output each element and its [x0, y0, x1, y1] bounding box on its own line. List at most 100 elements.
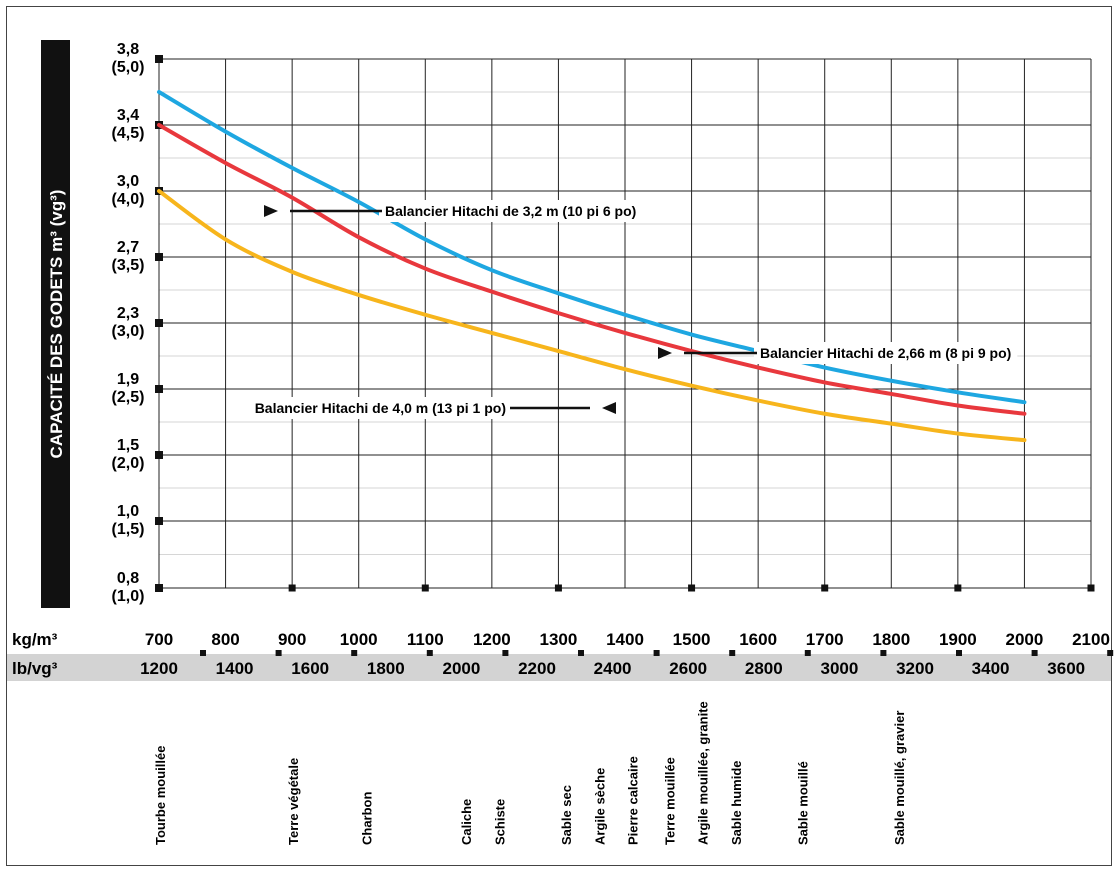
lb-tick-marker	[729, 650, 736, 656]
x-tick-label-kg: 700	[145, 630, 173, 649]
x-tick-label-lb: 1800	[367, 659, 405, 678]
x-tick-label-lb: 1400	[216, 659, 254, 678]
y-tick-sublabel: (2,5)	[112, 389, 145, 406]
x-tick-marker	[954, 584, 962, 592]
y-tick-label: 3,8	[117, 41, 139, 58]
material-label: Terre mouillée	[662, 757, 677, 845]
y-tick-label: 1,9	[117, 371, 139, 388]
lb-tick-marker	[351, 650, 358, 656]
x-tick-marker	[688, 584, 696, 592]
lb-tick-marker	[426, 650, 433, 656]
x-tick-label-lb: 3600	[1047, 659, 1085, 678]
lb-tick-marker	[880, 650, 887, 656]
lb-tick-marker	[502, 650, 509, 656]
x-tick-label-kg: 1900	[939, 630, 977, 649]
x-tick-marker	[155, 584, 163, 592]
x-tick-label-lb: 2800	[745, 659, 783, 678]
material-label: Schiste	[493, 799, 508, 845]
y-tick-label: 0,8	[117, 570, 139, 587]
y-axis-title-bar	[41, 40, 70, 608]
y-tick-label: 1,5	[117, 437, 139, 454]
y-tick-sublabel: (5,0)	[112, 59, 145, 76]
annotation-arrow-head	[602, 402, 616, 414]
material-label: Terre végétale	[286, 758, 301, 845]
grid	[155, 55, 1095, 592]
material-label: Pierre calcaire	[626, 756, 641, 845]
material-label: Argile mouillée, granite	[696, 701, 711, 845]
x-tick-label-kg: 1600	[739, 630, 777, 649]
lb-axis-band	[7, 654, 1111, 681]
x-tick-label-kg: 1000	[340, 630, 378, 649]
x-axis-unit-kg: kg/m³	[12, 630, 58, 649]
x-tick-label-lb: 1600	[291, 659, 329, 678]
material-label: Argile sèche	[592, 768, 607, 845]
material-label: Sable sec	[559, 785, 574, 845]
y-tick-sublabel: (4,0)	[112, 191, 145, 208]
y-tick-marker	[155, 253, 163, 261]
x-tick-label-kg: 2000	[1006, 630, 1044, 649]
x-tick-label-kg: 1400	[606, 630, 644, 649]
x-tick-label-kg: 1100	[407, 630, 444, 649]
x-tick-marker	[554, 584, 562, 592]
x-tick-label-kg: 900	[278, 630, 306, 649]
annotation-label: Balancier Hitachi de 4,0 m (13 pi 1 po)	[255, 400, 506, 416]
lb-tick-marker	[1107, 650, 1114, 656]
annotation-box	[379, 200, 643, 222]
x-tick-label-lb: 2400	[594, 659, 632, 678]
annotation-label: Balancier Hitachi de 2,66 m (8 pi 9 po)	[760, 345, 1011, 361]
x-tick-marker	[821, 584, 829, 592]
lb-tick-marker	[956, 650, 962, 656]
x-tick-label-lb: 3000	[820, 659, 858, 678]
x-tick-label-kg: 1800	[872, 630, 910, 649]
y-tick-label: 2,7	[117, 239, 139, 256]
annotation-box	[248, 397, 512, 419]
y-tick-label: 3,4	[117, 107, 139, 124]
series-line	[157, 90, 1027, 405]
material-label: Charbon	[359, 792, 374, 846]
y-tick-sublabel: (1,0)	[112, 588, 145, 605]
x-tick-label-lb: 3400	[972, 659, 1010, 678]
series-lines	[157, 90, 1027, 443]
y-tick-sublabel: (1,5)	[112, 521, 145, 538]
lb-tick-marker	[200, 650, 206, 656]
annotations: Balancier Hitachi de 3,2 m (10 pi 6 po) B…	[248, 200, 1018, 419]
chart-frame	[6, 6, 1112, 866]
x-axis: kg/m³ 700 800 900 1000 1100 1200 1300 1400 1500 16…	[7, 630, 1114, 681]
y-tick-sublabel: (2,0)	[112, 455, 145, 472]
y-tick-marker	[155, 55, 163, 63]
materials: Tourbe mouillée Terre végétale Charbon Cali…	[153, 701, 907, 845]
lb-tick-marker	[578, 650, 584, 656]
x-tick-label-lb: 3200	[896, 659, 934, 678]
y-axis-title: CAPACITÉ DES GODETS m³ (vg³)	[47, 190, 66, 459]
annotation-box	[754, 342, 1018, 364]
x-tick-label-kg: 1300	[540, 630, 578, 649]
annotation-arrow-head	[658, 347, 672, 359]
y-tick-marker	[155, 517, 163, 525]
x-tick-label-kg: 1700	[806, 630, 844, 649]
material-label: Sable humide	[729, 760, 744, 845]
x-tick-label-lb: 2600	[669, 659, 707, 678]
lb-tick-marker	[1031, 650, 1038, 656]
annotation-arrow-head	[264, 205, 278, 217]
x-axis-unit-lb: lb/vg³	[12, 659, 58, 678]
x-tick-label-lb: 2200	[518, 659, 556, 678]
x-tick-label-lb: 1200	[140, 659, 178, 678]
material-label: Sable mouillé, gravier	[892, 711, 907, 845]
y-tick-label: 1,0	[117, 503, 139, 520]
y-tick-marker	[155, 385, 163, 393]
material-label: Sable mouillé	[795, 761, 810, 845]
x-tick-label-kg: 1200	[473, 630, 511, 649]
x-tick-marker	[421, 584, 429, 592]
lb-tick-marker	[653, 650, 660, 656]
y-tick-marker	[155, 319, 163, 327]
y-tick-label: 3,0	[117, 173, 139, 190]
series-line	[157, 123, 1027, 416]
lb-tick-marker	[275, 650, 282, 656]
y-tick-marker	[155, 451, 163, 459]
x-tick-label-lb: 2000	[442, 659, 480, 678]
y-tick-sublabel: (4,5)	[112, 125, 145, 142]
series-line	[157, 189, 1027, 443]
y-tick-sublabel: (3,0)	[112, 323, 145, 340]
material-label: Tourbe mouillée	[153, 746, 168, 845]
x-tick-label-kg: 800	[211, 630, 239, 649]
